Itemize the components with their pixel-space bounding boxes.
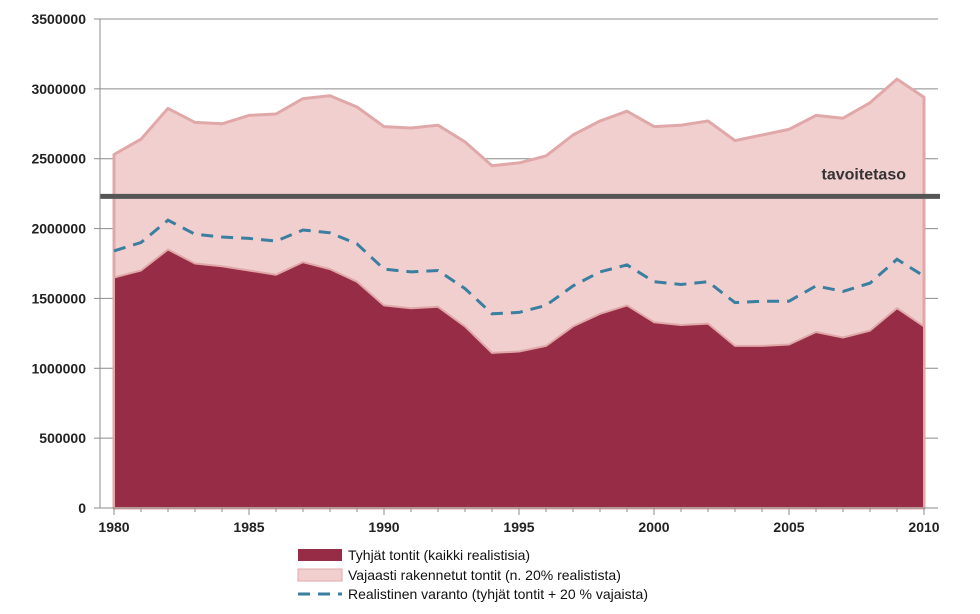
line-realistic-reserve [113,218,925,316]
legend-label-realistic-reserve: Realistinen varanto (tyhjät tontit + 20 … [348,586,648,602]
y-tick-label-1: 500000 [39,430,86,446]
y-tick-label-6: 3000000 [31,81,86,97]
reference-line-layer: tavoitetaso [100,166,940,199]
x-tick-label-3: 1995 [503,519,534,535]
x-tick-label-0: 1980 [98,519,129,535]
line-series-layer [113,218,925,316]
legend-label-empty-plots: Tyhjät tontit (kaikki realistisia) [348,547,530,563]
area-empty-plots [113,248,925,509]
y-tick-label-4: 2000000 [31,221,86,237]
x-tick-label-6: 2010 [908,519,939,535]
x-tick-label-2: 1990 [368,519,399,535]
x-tick-label-4: 2000 [638,519,669,535]
y-tick-label-0: 0 [78,500,86,516]
x-tick-label-5: 2005 [773,519,804,535]
y-tick-label-3: 1500000 [31,290,86,306]
target-level-label: tavoitetaso [822,166,907,183]
legend-label-underbuilt-plots: Vajaasti rakennetut tontit (n. 20% reali… [348,567,621,583]
legend: Tyhjät tontit (kaikki realistisia) Vajaa… [297,547,648,602]
x-tick-labels: 1980 1985 1990 1995 2000 2005 2010 [98,519,939,535]
y-tick-label-7: 3500000 [31,11,86,27]
legend-swatch-empty-plots [298,549,342,561]
y-tick-label-2: 1000000 [31,360,86,376]
x-tick-label-1: 1985 [233,519,264,535]
area-series-layer [112,77,926,510]
y-tick-label-5: 2500000 [31,151,86,167]
legend-swatch-underbuilt-plots [297,568,343,582]
axes [94,18,938,515]
y-tick-labels: 0 500000 1000000 1500000 2000000 2500000 30000… [31,11,86,516]
